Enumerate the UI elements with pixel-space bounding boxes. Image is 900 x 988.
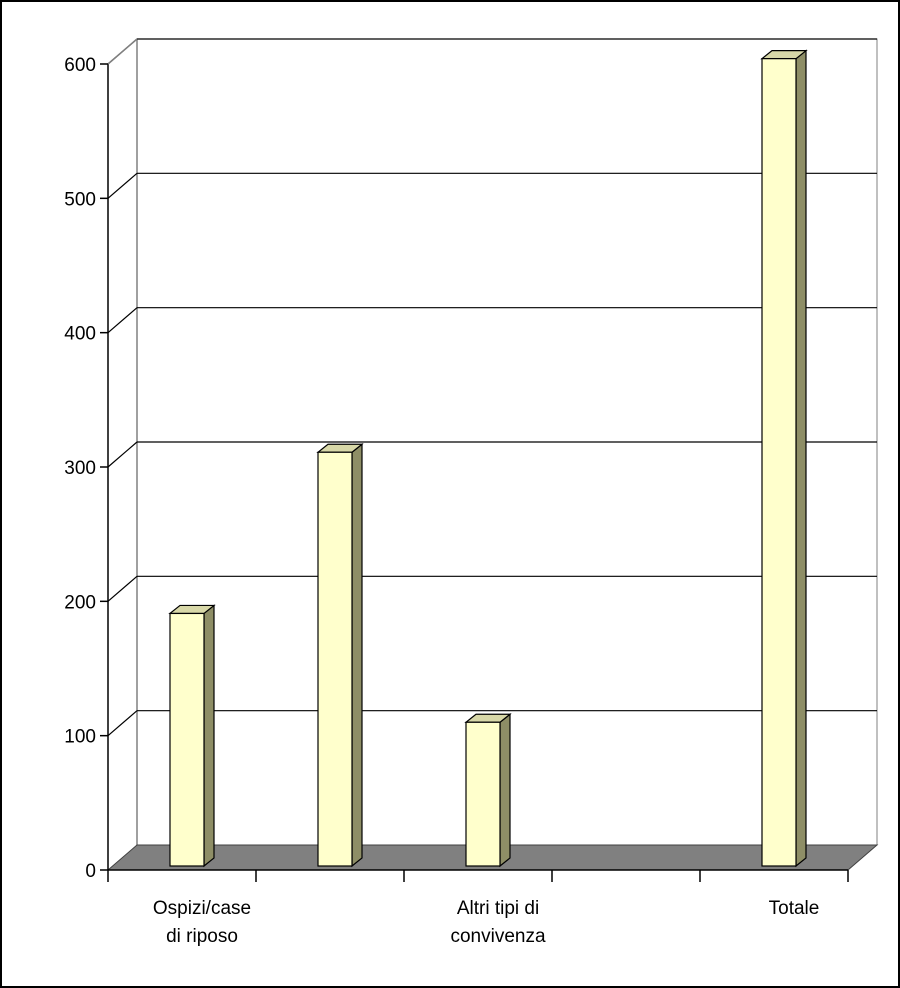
x-category-label: di riposo	[166, 926, 238, 947]
bar-side	[203, 604, 215, 868]
bar	[465, 721, 501, 867]
x-category-label: Ospizi/case	[153, 898, 251, 919]
x-category-label: convivenza	[450, 926, 545, 947]
y-tick-label: 100	[64, 727, 96, 748]
bar-side	[499, 713, 511, 868]
y-tick-label: 500	[64, 189, 96, 210]
x-category-label: Altri tipi di	[457, 898, 539, 919]
bar	[169, 612, 205, 867]
bar-side	[795, 49, 807, 868]
gridline-side	[107, 307, 138, 334]
gridline-side	[107, 172, 138, 199]
y-tick-label: 0	[85, 861, 96, 882]
y-tick-label: 600	[64, 55, 96, 76]
x-axis-labels: Ospizi/case di riposo Altri tipi di convive…	[153, 898, 819, 947]
x-category-label: Totale	[769, 898, 820, 919]
y-tick-label: 400	[64, 324, 96, 345]
y-tick-label: 200	[64, 592, 96, 613]
gridline-side	[107, 575, 138, 602]
y-tick-label: 300	[64, 458, 96, 479]
gridline-side	[107, 441, 138, 468]
y-axis-top-edge	[107, 38, 138, 65]
gridlines	[107, 38, 877, 737]
gridline-side	[107, 710, 138, 737]
bar	[317, 451, 353, 867]
bar	[761, 58, 797, 867]
bars	[168, 49, 808, 868]
y-axis-ticks: 0 100 200 300 400 500 600	[64, 55, 108, 882]
bar-side	[351, 443, 363, 868]
